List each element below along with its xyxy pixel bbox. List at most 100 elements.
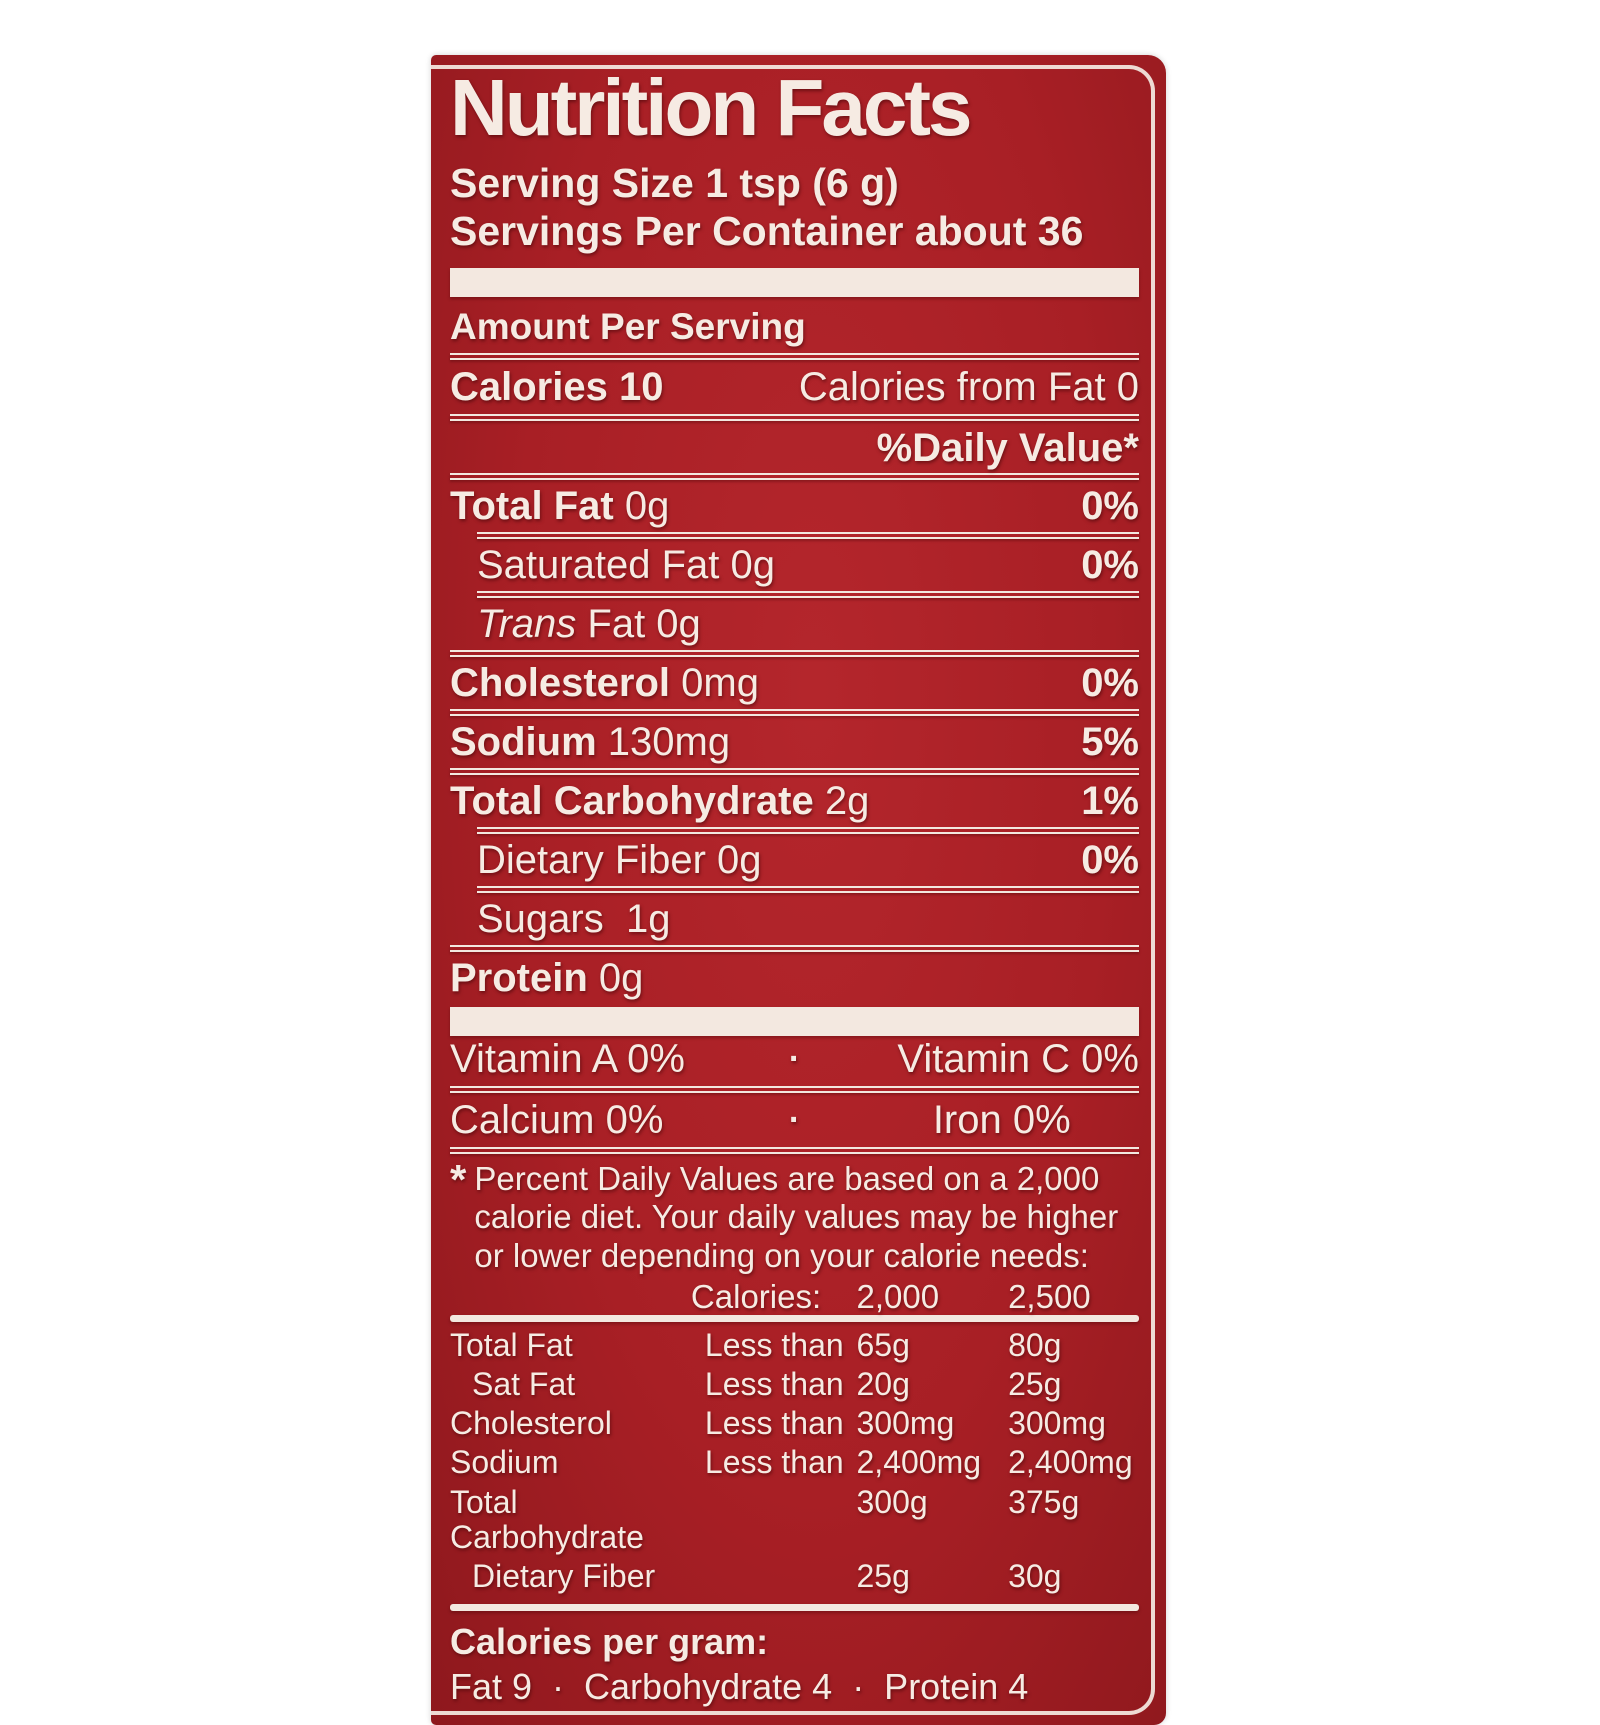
separator-line [450,1086,1139,1094]
calories-from-fat: Calories from Fat 0 [798,365,1139,410]
servings-per-container: Servings Per Container about 36 [450,207,1084,254]
nutrient-row: Total Carbohydrate 2g 1% [450,779,1139,823]
table-row: Sodium Less than 2,400mg 2,400mg [450,1445,1139,1484]
nutrient-daily-value: 0% [1081,661,1139,706]
nutrient-name: Sodium [450,720,597,765]
nutrient-name: Dietary Fiber 0g [477,838,762,883]
calories-value: Calories 10 [450,367,663,407]
separator-line [450,709,1139,717]
nutrient-row: Cholesterol 0mg 0% [450,661,1139,705]
table-cell-qualifier: Less than [704,1405,844,1442]
nutrient-name: Protein [450,956,588,1001]
separator-line [450,650,1139,658]
bullet-dot: · [788,1100,801,1139]
table-cell-2500: 25g [1008,1366,1062,1403]
vitamin-right-value: Iron 0% [932,1097,1071,1142]
table-row: Total Carbohydrate 300g 375g [450,1483,1139,1559]
nutrient-rows-section: Total Fat 0g 0% Saturated Fat 0g 0% Trans Fa… [450,473,1139,1000]
nutrient-row: Protein 0g [450,956,1139,1000]
nutrient-row: Saturated Fat 0g 0% [450,543,1139,587]
separator-line [450,414,1139,422]
table-cell-qualifier: Less than [704,1444,844,1481]
nutrition-facts-label: Nutrition Facts Serving Size 1 tsp (6 g)… [431,55,1166,1725]
amount-per-serving-heading: Amount Per Serving [450,306,806,348]
table-cell-2000: 300g [856,1483,928,1520]
thick-separator-bar [450,1007,1139,1037]
separator-line [477,886,1139,894]
table-row: Sat Fat Less than 20g 25g [450,1366,1139,1406]
label-content: Nutrition Facts Serving Size 1 tsp (6 g)… [450,55,1139,1725]
calories-row: Calories 10 Calories from Fat 0 [450,364,1139,410]
nutrient-name: Total Fat [450,484,614,529]
nutrient-label: Trans Fat 0g [477,604,701,644]
nutrient-label: Dietary Fiber 0g [477,840,762,880]
nutrient-daily-value: 5% [1081,720,1139,765]
nutrient-name: 0g [587,956,644,1001]
separator-line [450,945,1139,953]
table-header-calories: Calories: [690,1277,822,1315]
table-cell-nutrient: Dietary Fiber [472,1557,656,1594]
vitamins-row: Calcium 0% · Iron 0% [450,1097,1139,1143]
nutrient-name: 2g [813,779,870,824]
table-cell-2000: 65g [856,1326,910,1363]
table-cell-nutrient: Total Carbohydrate [450,1483,644,1555]
vitamins-section: Vitamin A 0% · Vitamin C 0% Calcium 0% · Iron… [450,1036,1139,1155]
table-cell-2000: 20g [856,1366,910,1403]
table-bottom-rule [450,1604,1139,1612]
separator-line [477,827,1139,835]
nutrient-label: Total Fat 0g [450,486,669,526]
nutrient-row: Sodium 130mg 5% [450,720,1139,764]
table-cell-nutrient: Cholesterol [450,1405,612,1442]
nutrient-name: Trans [477,602,577,647]
nutrient-name: 0mg [670,661,759,706]
table-row: Total Fat Less than 65g 80g [450,1326,1139,1367]
nutrient-row: Sugars 1g [450,897,1139,941]
nutrient-daily-value: 0% [1081,484,1139,529]
table-cell-2000: 25g [856,1557,910,1594]
serving-size: Serving Size 1 tsp (6 g) [450,160,899,207]
table-header-rule [450,1314,1139,1322]
bullet-dot: · [788,1039,801,1078]
nutrient-row: Trans Fat 0g [450,602,1139,646]
table-cell-2500: 375g [1008,1483,1080,1520]
table-cell-2000: 300mg [856,1405,955,1442]
separator-line [450,473,1139,481]
daily-value-header: %Daily Value* [876,426,1139,471]
table-header-2000: 2,000 [856,1277,940,1315]
table-cell-2500: 30g [1008,1557,1062,1594]
nutrient-label: Sugars 1g [477,899,670,939]
nutrient-name: Saturated Fat 0g [477,543,775,588]
vitamin-right-value: Vitamin C 0% [897,1036,1139,1081]
table-cell-qualifier: Less than [704,1326,844,1363]
nutrient-label: Saturated Fat 0g [477,545,775,585]
table-cell-qualifier [705,1559,857,1594]
table-cell-qualifier: Less than [704,1366,844,1403]
separator-line [450,768,1139,776]
nutrient-label: Cholesterol 0mg [450,663,759,703]
table-cell-nutrient: Sodium [450,1444,559,1481]
table-header: Calories: 2,000 2,500 [450,1277,1139,1315]
asterisk-marker: * [450,1156,467,1204]
vitamins-row: Vitamin A 0% · Vitamin C 0% [450,1036,1139,1082]
nutrient-label: Sodium 130mg [450,722,730,762]
table-row: Dietary Fiber 25g 30g [450,1557,1139,1598]
vitamin-left-value: Vitamin A 0% [450,1036,685,1081]
nutrient-label: Protein 0g [450,958,643,998]
daily-value-table: Calories: 2,000 2,500 Total Fat Less than… [450,1277,1139,1612]
table-cell-2000: 2,400mg [856,1444,982,1481]
table-rows: Total Fat Less than 65g 80g Sat Fat Less than… [450,1322,1139,1598]
calories-per-gram-values: Fat 9 · Carbohydrate 4 · Protein 4 [450,1666,1029,1708]
nutrient-name: 0g [613,484,670,529]
table-cell-nutrient: Sat Fat [472,1366,576,1403]
nutrient-name: Cholesterol [450,661,671,706]
table-cell-2500: 2,400mg [1008,1444,1133,1481]
separator-line [477,591,1139,599]
vitamin-left-value: Calcium 0% [450,1097,664,1142]
calories-per-gram-title: Calories per gram: [450,1621,769,1663]
nutrient-label: Total Carbohydrate 2g [450,781,869,821]
nutrient-name: Fat 0g [576,602,701,647]
table-cell-2500: 300mg [1008,1405,1106,1442]
nutrient-row: Dietary Fiber 0g 0% [450,838,1139,882]
separator-line [450,1147,1139,1155]
table-cell-nutrient: Total Fat [450,1326,573,1363]
